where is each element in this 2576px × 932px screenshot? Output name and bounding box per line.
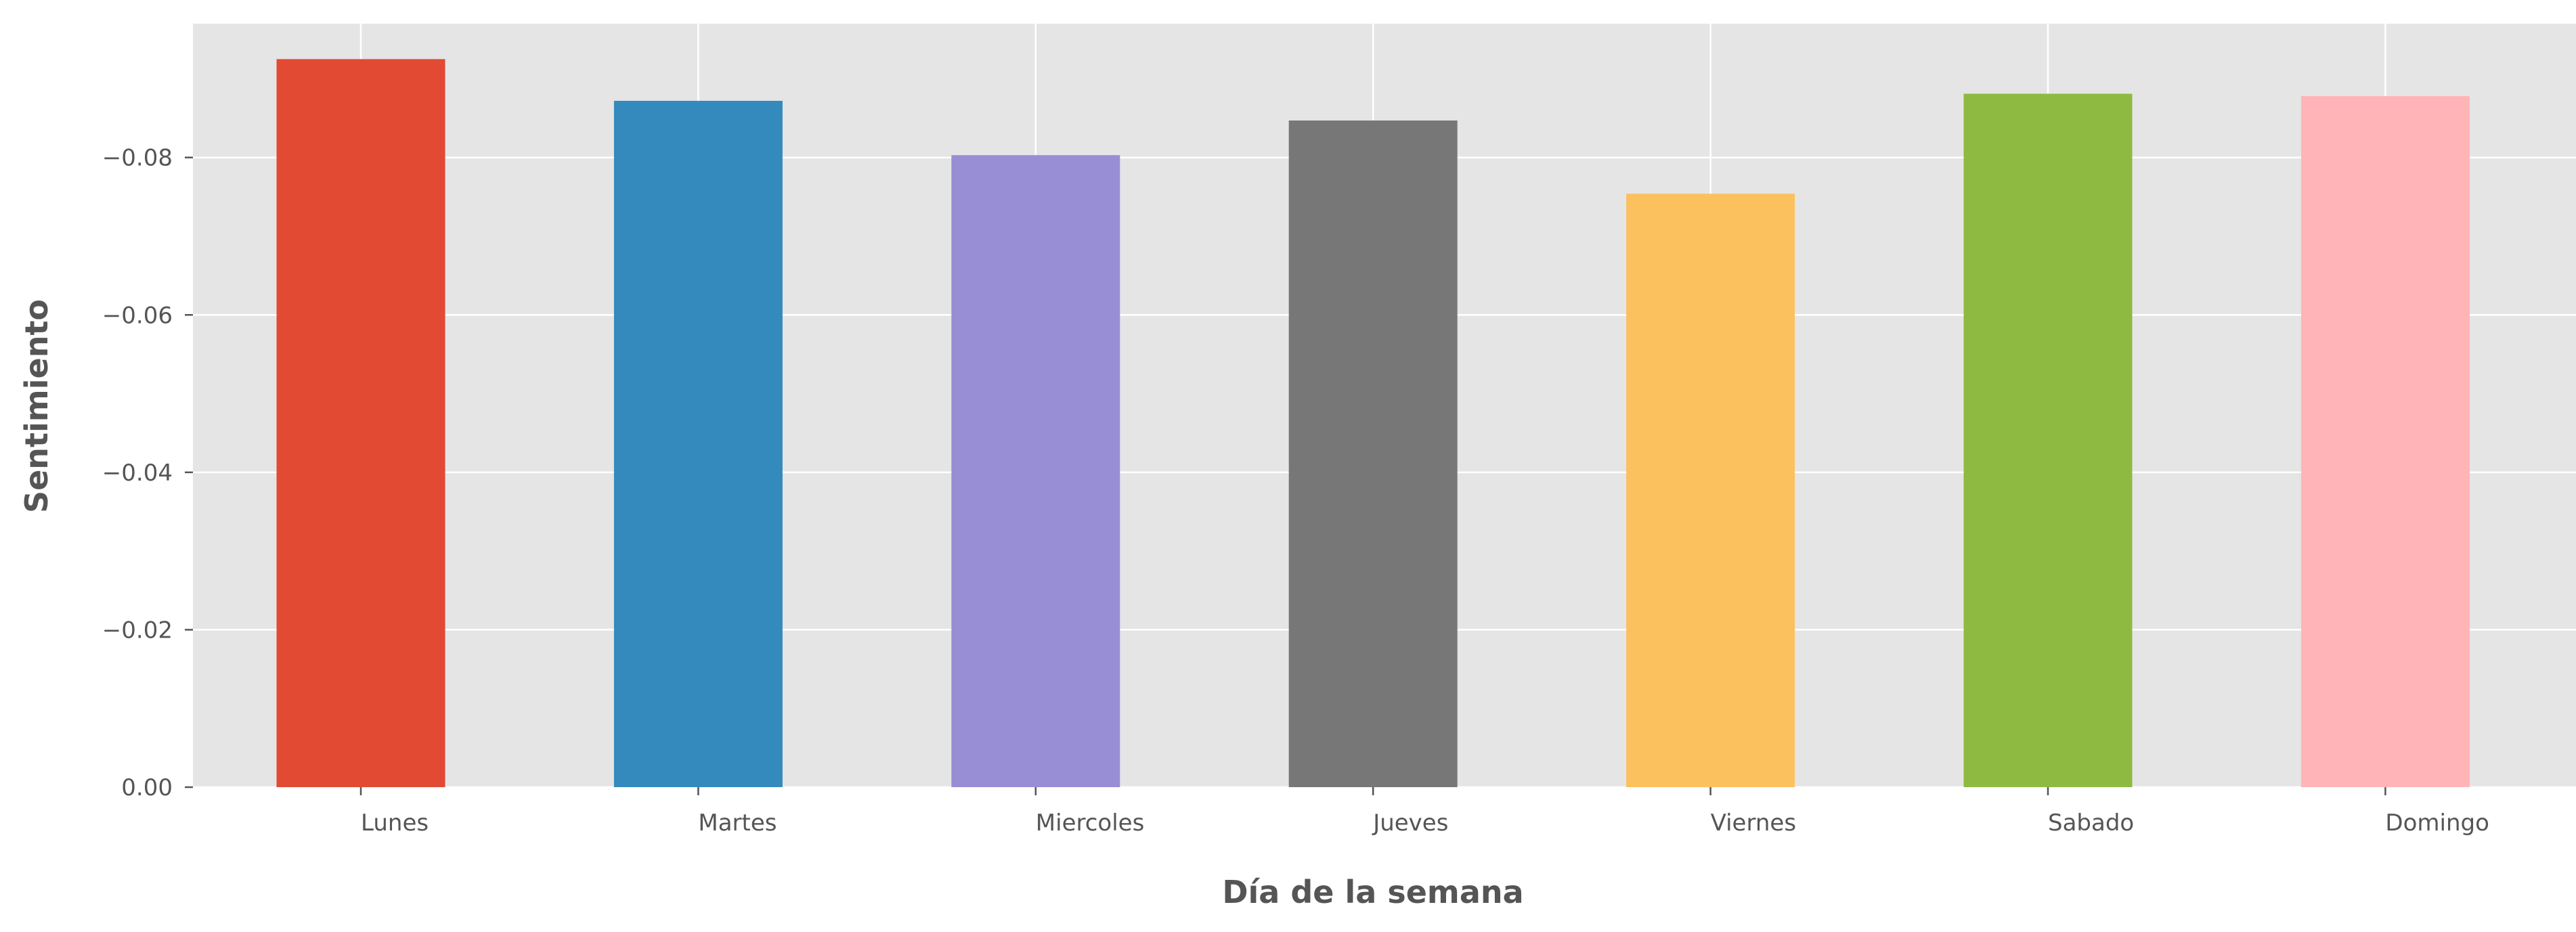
x-tick-label: Miercoles bbox=[1036, 809, 1145, 837]
bar-jueves bbox=[1288, 120, 1458, 788]
x-tick-label: Viernes bbox=[1711, 809, 1796, 837]
tick-labels: 0.00 −0.02 −0.04 −0.06 −0.08 Lunes Martes Mierc… bbox=[102, 145, 2489, 837]
bar-viernes bbox=[1626, 194, 1795, 788]
bar-lunes bbox=[276, 59, 445, 788]
bar-domingo bbox=[2300, 95, 2470, 787]
tick-marks bbox=[185, 156, 2386, 795]
bar-sabado bbox=[1963, 93, 2133, 787]
y-tick-label: −0.04 bbox=[102, 460, 173, 487]
x-tick-label: Sabado bbox=[2048, 809, 2134, 837]
y-tick-label: −0.08 bbox=[102, 145, 173, 172]
x-axis-title: Día de la semana bbox=[1222, 874, 1523, 910]
y-tick-label: −0.02 bbox=[102, 617, 173, 644]
y-tick-label: −0.06 bbox=[102, 302, 173, 329]
bar-miercoles bbox=[951, 155, 1120, 788]
y-tick-label: 0.00 bbox=[121, 774, 173, 801]
bar-martes bbox=[613, 100, 783, 787]
y-axis-title: Sentimiento bbox=[18, 299, 55, 513]
x-tick-label: Lunes bbox=[361, 809, 429, 837]
bars bbox=[276, 59, 2470, 788]
x-tick-label: Jueves bbox=[1372, 809, 1448, 837]
x-tick-label: Domingo bbox=[2385, 809, 2489, 837]
x-tick-label: Martes bbox=[698, 809, 777, 837]
